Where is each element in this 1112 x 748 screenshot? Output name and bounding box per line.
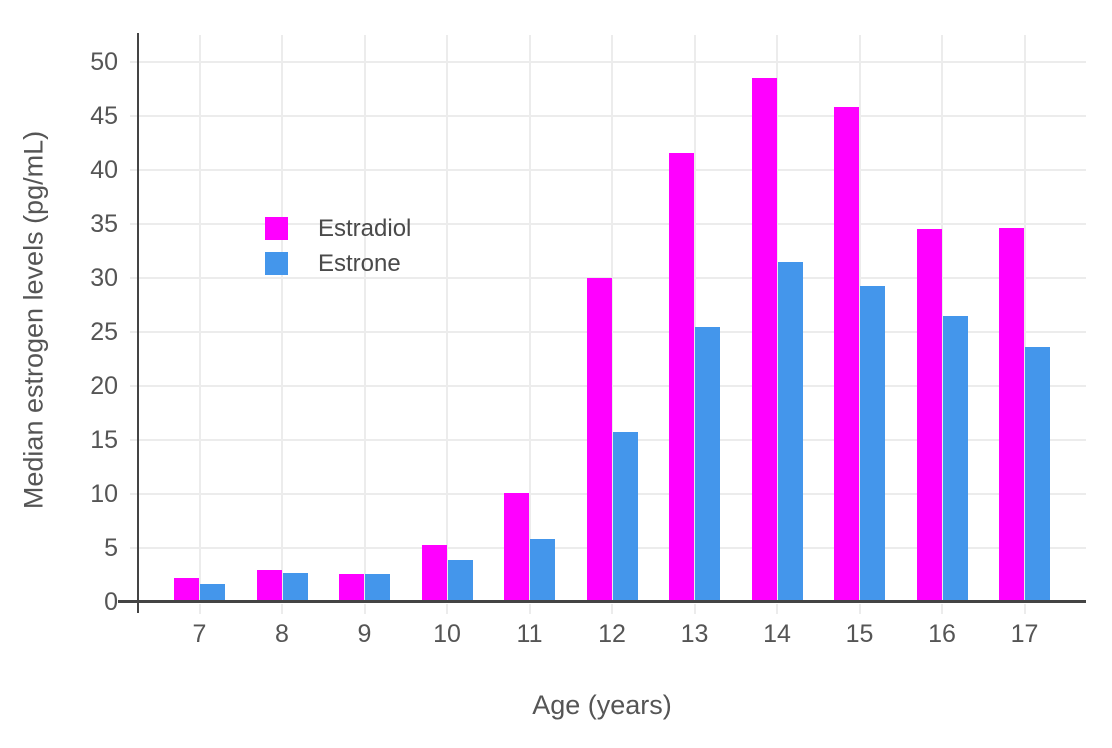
legend-item-estrone[interactable]: Estrone xyxy=(265,250,411,277)
bar-estradiol[interactable] xyxy=(834,107,859,602)
bar-estradiol[interactable] xyxy=(669,152,694,602)
y-tick-mark xyxy=(130,277,137,279)
gridline-vertical xyxy=(693,35,696,602)
y-tick-label: 30 xyxy=(90,264,118,292)
x-tick-mark xyxy=(528,604,531,614)
y-tick-mark xyxy=(130,169,137,171)
x-tick-mark xyxy=(1023,604,1026,614)
y-tick-label: 35 xyxy=(90,210,118,238)
bar-estrone[interactable] xyxy=(282,572,308,602)
gridline-vertical xyxy=(363,35,366,602)
x-tick-mark xyxy=(363,604,366,614)
x-tick-mark xyxy=(611,604,613,614)
bar-estrone[interactable] xyxy=(530,539,555,602)
y-tick-label: 10 xyxy=(90,480,118,508)
x-axis-title: Age (years) xyxy=(532,690,672,720)
x-tick-label: 9 xyxy=(357,620,372,648)
y-tick-mark xyxy=(130,493,137,495)
gridline-vertical xyxy=(528,35,531,602)
gridline-vertical xyxy=(1023,35,1026,602)
y-tick-mark xyxy=(130,61,137,63)
bar-estrone[interactable] xyxy=(200,583,225,602)
bar-estradiol[interactable] xyxy=(751,78,777,602)
gridline-vertical xyxy=(446,35,448,602)
estradiol-swatch-icon xyxy=(265,217,288,240)
x-axis-line xyxy=(118,600,1086,603)
y-axis-line xyxy=(136,33,139,613)
y-tick-mark xyxy=(130,223,137,225)
bar-estradiol[interactable] xyxy=(586,278,612,602)
x-tick-label: 14 xyxy=(763,620,791,648)
estrone-swatch-icon xyxy=(265,252,288,275)
x-tick-mark xyxy=(446,604,448,614)
gridline-vertical xyxy=(941,35,943,602)
x-tick-label: 15 xyxy=(845,620,874,648)
y-tick-label: 40 xyxy=(90,156,118,184)
bar-estradiol[interactable] xyxy=(339,573,364,602)
x-tick-mark xyxy=(858,604,861,614)
gridline-vertical xyxy=(198,35,201,602)
x-tick-label: 7 xyxy=(192,620,207,648)
y-tick-mark xyxy=(130,439,137,441)
x-tick-label: 16 xyxy=(928,620,956,648)
x-tick-label: 10 xyxy=(433,620,461,648)
y-axis-title: Median estrogen levels (pg/mL) xyxy=(18,130,49,510)
y-tick-label: 45 xyxy=(90,102,118,130)
y-tick-label: 5 xyxy=(104,534,118,562)
x-tick-label: 11 xyxy=(516,620,543,648)
bar-estrone[interactable] xyxy=(860,285,885,602)
x-tick-label: 13 xyxy=(680,620,709,648)
x-tick-mark xyxy=(693,604,696,614)
bar-estrone[interactable] xyxy=(612,432,638,602)
x-tick-mark xyxy=(198,604,201,614)
bar-estrone[interactable] xyxy=(777,261,803,602)
x-tick-mark xyxy=(776,604,778,614)
bar-estrone[interactable] xyxy=(1025,347,1050,602)
bar-estrone[interactable] xyxy=(942,315,968,602)
x-tick-mark xyxy=(941,604,943,614)
x-tick-mark xyxy=(281,604,283,614)
bar-estrone[interactable] xyxy=(447,559,473,602)
legend: Estradiol Estrone xyxy=(265,217,411,287)
y-tick-mark xyxy=(130,115,137,117)
bar-estradiol[interactable] xyxy=(174,578,199,602)
bar-estrone[interactable] xyxy=(365,573,390,602)
y-tick-label: 20 xyxy=(90,372,118,400)
x-tick-label: 8 xyxy=(275,620,289,648)
bar-estradiol[interactable] xyxy=(504,492,529,602)
gridline-vertical xyxy=(281,35,283,602)
gridline-vertical xyxy=(611,35,613,602)
y-tick-mark xyxy=(130,331,137,333)
legend-label: Estrone xyxy=(318,250,401,277)
bar-estradiol[interactable] xyxy=(256,569,282,602)
gridline-vertical xyxy=(776,35,778,602)
bar-estradiol[interactable] xyxy=(999,228,1024,602)
legend-label: Estradiol xyxy=(318,215,412,242)
y-tick-label: 25 xyxy=(90,318,118,346)
y-tick-label: 15 xyxy=(90,426,118,454)
bar-estradiol[interactable] xyxy=(916,229,942,602)
bar-estrone[interactable] xyxy=(695,326,720,602)
x-tick-label: 17 xyxy=(1010,620,1039,648)
bar-estradiol[interactable] xyxy=(421,544,447,602)
gridline-vertical xyxy=(858,35,861,602)
y-tick-mark xyxy=(130,385,137,387)
legend-item-estradiol[interactable]: Estradiol xyxy=(265,215,412,242)
y-tick-label: 50 xyxy=(90,48,118,76)
y-tick-mark xyxy=(130,547,137,549)
plot-area xyxy=(139,35,1086,602)
y-tick-label: 0 xyxy=(104,588,118,616)
x-tick-label: 12 xyxy=(598,620,626,648)
